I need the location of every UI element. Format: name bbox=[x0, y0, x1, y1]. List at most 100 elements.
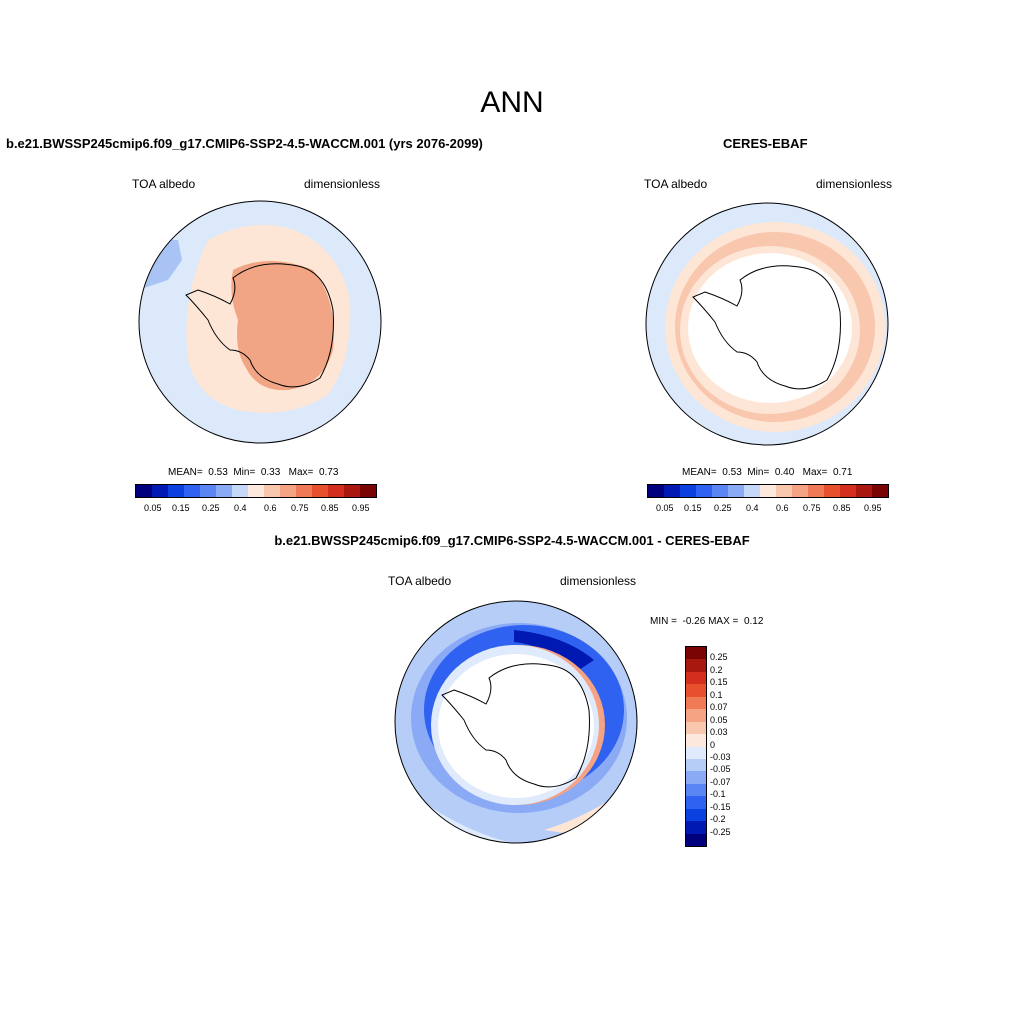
polar-map bbox=[645, 202, 889, 446]
colorbar-swatch bbox=[296, 485, 312, 497]
colorbar-swatch bbox=[760, 485, 776, 497]
colorbar-swatch bbox=[686, 783, 706, 797]
colorbar-swatch bbox=[728, 485, 744, 497]
colorbar-swatch bbox=[856, 485, 872, 497]
missing-data bbox=[438, 654, 594, 798]
colorbar-tick: 0.03 bbox=[710, 727, 728, 738]
colorbar-swatch bbox=[344, 485, 360, 497]
colorbar-tick: 0.15 bbox=[172, 503, 190, 513]
colorbar-tick: 0.15 bbox=[684, 503, 702, 513]
variable-label: TOA albedo bbox=[132, 177, 196, 191]
colorbar-tick: 0.15 bbox=[710, 677, 728, 688]
colorbar-swatch bbox=[744, 485, 760, 497]
colorbar-swatch bbox=[686, 647, 706, 660]
colorbar-swatch bbox=[808, 485, 824, 497]
colorbar-swatch bbox=[328, 485, 344, 497]
strong-negative bbox=[514, 630, 594, 670]
colorbar-tick: -0.2 bbox=[710, 814, 726, 825]
colorbar-tick: 0.85 bbox=[833, 503, 851, 513]
colorbar-swatch bbox=[686, 721, 706, 735]
coastline bbox=[185, 263, 334, 388]
colorbar-tick: 0.6 bbox=[264, 503, 277, 513]
variable-label: TOA albedo bbox=[644, 177, 708, 191]
colorbar-swatch bbox=[152, 485, 168, 497]
colorbar-swatch bbox=[280, 485, 296, 497]
map-border bbox=[394, 600, 638, 844]
coastline bbox=[692, 265, 841, 390]
colorbar-swatch bbox=[686, 796, 706, 809]
panel-title: b.e21.BWSSP245cmip6.f09_g17.CMIP6-SSP2-4… bbox=[6, 136, 483, 151]
colorbar-tick: 0.07 bbox=[710, 702, 728, 713]
colorbar-swatch bbox=[696, 485, 712, 497]
colorbar-swatch bbox=[686, 671, 706, 685]
colorbar-tick: 0.1 bbox=[710, 689, 723, 700]
panel-title: b.e21.BWSSP245cmip6.f09_g17.CMIP6-SSP2-4… bbox=[274, 533, 750, 548]
colorbar-tick: 0.75 bbox=[803, 503, 821, 513]
colorbar-tick: 0.2 bbox=[710, 664, 723, 675]
colorbar bbox=[647, 484, 889, 498]
stats-line: MEAN= 0.53 Min= 0.40 Max= 0.71 bbox=[682, 467, 853, 478]
colorbar-swatch bbox=[136, 485, 152, 497]
colorbar-tick: -0.03 bbox=[710, 751, 731, 762]
colorbar-swatch bbox=[686, 771, 706, 784]
colorbar-swatch bbox=[872, 485, 888, 497]
colorbar-swatch bbox=[840, 485, 856, 497]
colorbar-swatch bbox=[216, 485, 232, 497]
colorbar-swatch bbox=[248, 485, 264, 497]
colorbar-swatch bbox=[232, 485, 248, 497]
colorbar-swatch bbox=[200, 485, 216, 497]
colorbar-tick: 0.6 bbox=[776, 503, 789, 513]
units-label: dimensionless bbox=[816, 177, 893, 191]
stats-line: MEAN= 0.53 Min= 0.33 Max= 0.73 bbox=[168, 467, 339, 478]
colorbar-swatch bbox=[776, 485, 792, 497]
colorbar-swatch bbox=[264, 485, 280, 497]
coastline bbox=[441, 663, 590, 788]
colorbar-tick: 0 bbox=[710, 739, 716, 750]
colorbar-swatch bbox=[686, 833, 706, 846]
colorbar-tick: 0.25 bbox=[202, 503, 220, 513]
colorbar-swatch bbox=[680, 485, 696, 497]
colorbar-tick: 0.25 bbox=[714, 503, 732, 513]
colorbar-swatch bbox=[686, 734, 706, 747]
colorbar-swatch bbox=[168, 485, 184, 497]
colorbar-swatch bbox=[686, 684, 706, 697]
variable-label: TOA albedo bbox=[388, 574, 452, 588]
colorbar-swatch bbox=[686, 696, 706, 710]
colorbar bbox=[685, 646, 707, 847]
colorbar-swatch bbox=[312, 485, 328, 497]
colorbar-tick: -0.05 bbox=[710, 764, 731, 775]
colorbar-tick: -0.1 bbox=[710, 789, 726, 800]
polar-map bbox=[394, 600, 638, 844]
colorbar-swatch bbox=[686, 746, 706, 759]
colorbar-swatch bbox=[824, 485, 840, 497]
colorbar-swatch bbox=[686, 821, 706, 834]
colorbar-swatch bbox=[686, 808, 706, 822]
ice-sheet-fill bbox=[231, 261, 334, 391]
colorbar-swatch bbox=[792, 485, 808, 497]
colorbar-tick: -0.15 bbox=[710, 801, 731, 812]
colorbar-swatch bbox=[712, 485, 728, 497]
colorbar-tick: 0.05 bbox=[710, 714, 728, 725]
colorbar bbox=[135, 484, 377, 498]
map-border bbox=[138, 200, 382, 444]
missing-data bbox=[688, 253, 852, 403]
colorbar-tick: 0.25 bbox=[710, 652, 728, 663]
colorbar-swatch bbox=[686, 659, 706, 672]
units-label: dimensionless bbox=[304, 177, 381, 191]
stats-line: MIN = -0.26 MAX = 0.12 bbox=[650, 616, 764, 627]
units-label: dimensionless bbox=[560, 574, 637, 588]
colorbar-tick: 0.05 bbox=[656, 503, 674, 513]
colorbar-swatch bbox=[360, 485, 376, 497]
colorbar-swatch bbox=[686, 709, 706, 722]
polar-map bbox=[138, 200, 382, 444]
colorbar-tick: -0.07 bbox=[710, 776, 731, 787]
colorbar-tick: 0.05 bbox=[144, 503, 162, 513]
colorbar-swatch bbox=[686, 758, 706, 772]
colorbar-tick: 0.95 bbox=[352, 503, 370, 513]
map-border bbox=[645, 202, 889, 446]
colorbar-tick: 0.85 bbox=[321, 503, 339, 513]
colorbar-tick: 0.75 bbox=[291, 503, 309, 513]
panel-title: CERES-EBAF bbox=[723, 136, 808, 151]
colorbar-swatch bbox=[184, 485, 200, 497]
colorbar-tick: 0.4 bbox=[234, 503, 247, 513]
